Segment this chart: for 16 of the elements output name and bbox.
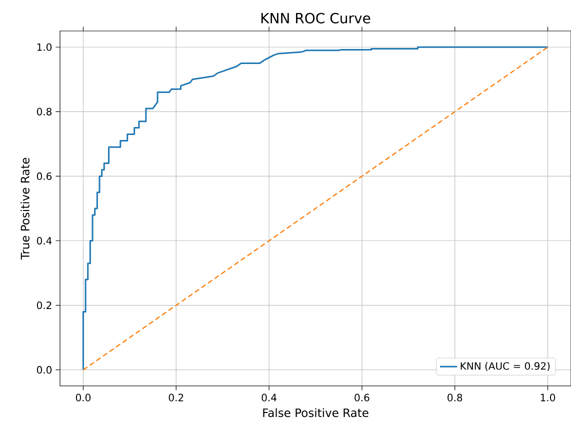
x-axis-title: False Positive Rate <box>263 408 368 418</box>
x-tick-label: 0.2 <box>168 394 184 402</box>
y-tick-label: 0.6 <box>36 172 52 180</box>
x-tick-label: 0.0 <box>76 394 91 402</box>
x-tick-label: 0.8 <box>448 394 462 402</box>
y-tick-label: 0.8 <box>36 108 52 116</box>
y-axis-title: True Positive Rate <box>20 158 30 260</box>
x-tick-label: 0.6 <box>354 394 370 402</box>
legend-label: KNN (AUC = 0.92) <box>460 362 550 371</box>
x-tick-label: 0.4 <box>262 394 276 402</box>
y-tick-label: 0.4 <box>36 236 52 245</box>
y-tick-label: 0.0 <box>36 366 52 374</box>
y-tick-label: 1.0 <box>37 43 52 51</box>
y-tick-label: 0.2 <box>36 302 52 310</box>
x-tick-label: 1.0 <box>540 394 556 402</box>
chart-title: KNN ROC Curve <box>261 12 370 24</box>
